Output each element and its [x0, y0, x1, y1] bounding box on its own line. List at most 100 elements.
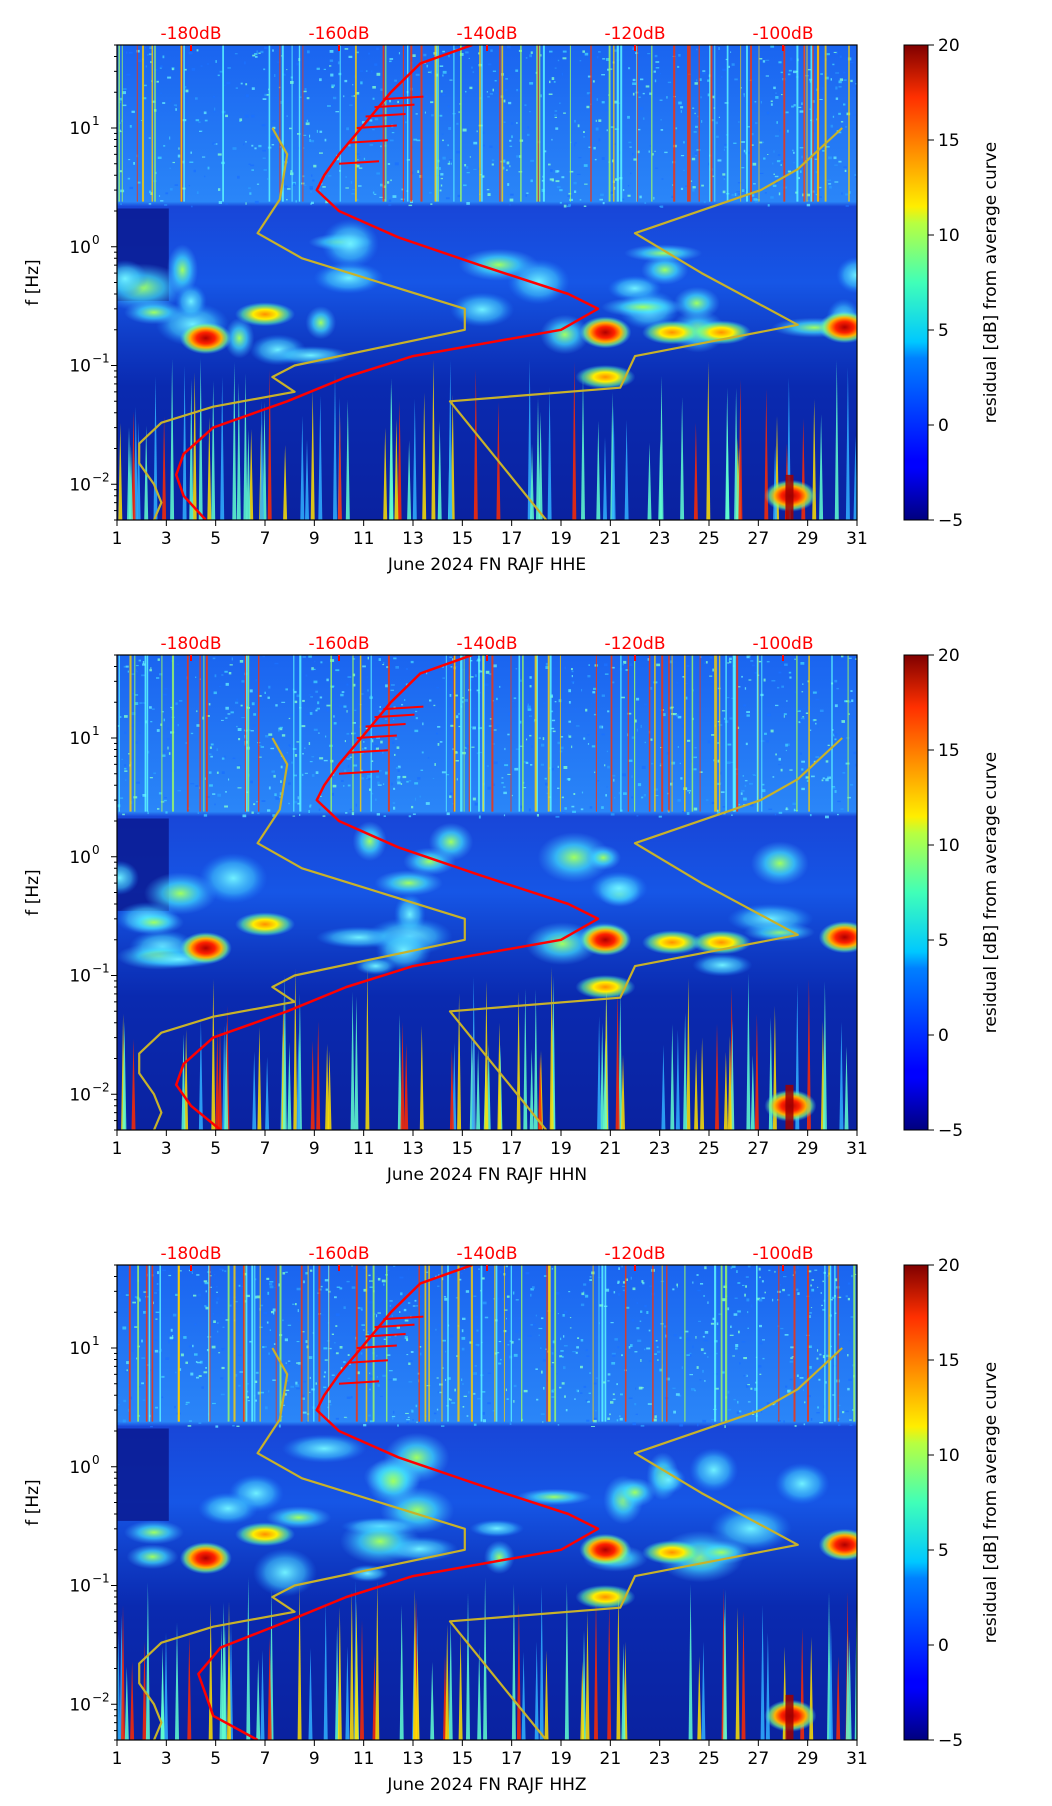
db-tick-label: -120dB [604, 1244, 665, 1264]
colorbar-tick-label: 5 [938, 1541, 949, 1561]
x-tick-label: 17 [501, 529, 523, 549]
model-high-curve [448, 737, 843, 1130]
x-tick-label: 15 [452, 1139, 474, 1159]
colorbar-gradient [903, 44, 929, 521]
y-tick-label: 10 [69, 1458, 91, 1478]
x-tick-label: 3 [161, 1139, 172, 1159]
x-tick-label: 9 [309, 1749, 320, 1769]
x-tick-label: 21 [600, 529, 622, 549]
x-axis-label: June 2024 FN RAJF HHN [386, 1165, 587, 1185]
y-axis-label: f [Hz] [23, 259, 43, 305]
x-tick-label: 25 [698, 1139, 720, 1159]
x-tick-label: 23 [649, 1139, 671, 1159]
y-tick-exponent: 0 [92, 1453, 100, 1467]
microseism-band [117, 218, 857, 366]
y-tick-exponent: 1 [92, 724, 100, 738]
y-axis-label: f [Hz] [23, 869, 43, 915]
y-tick-exponent: −1 [92, 962, 110, 976]
y-tick-exponent: 1 [92, 114, 100, 128]
y-tick-label: 10 [69, 967, 91, 987]
colorbar-tick-label: −5 [938, 1121, 963, 1141]
colorbar-tick-label: −5 [938, 1731, 963, 1751]
x-tick-label: 27 [748, 529, 770, 549]
psd-curve [174, 45, 600, 520]
y-tick-exponent: −2 [92, 1080, 110, 1094]
top-db-axis: -180dB -160dB -140dB -120dB -100dB [160, 1244, 814, 1271]
spectral-feature [818, 311, 857, 344]
db-tick-label: -140dB [456, 634, 517, 654]
y-tick-exponent: −2 [92, 470, 110, 484]
y-tick-exponent: 0 [92, 233, 100, 247]
x-tick-label: 17 [501, 1749, 523, 1769]
spectral-feature [124, 1520, 184, 1545]
colorbar: 20 15 10 5 0 −5 residual [dB] from average cur… [903, 1256, 1001, 1751]
colorbar: 20 15 10 5 0 −5 residual [dB] from average cur… [903, 646, 1001, 1141]
colorbar-tick-label: −5 [938, 511, 963, 531]
x-tick-label: 11 [353, 1749, 375, 1769]
heatmap-background [117, 45, 857, 520]
x-tick-label: 1 [112, 1749, 123, 1769]
x-tick-label: 3 [161, 529, 172, 549]
colorbar-tick-label: 15 [938, 131, 960, 151]
db-tick-label: -180dB [160, 24, 221, 44]
x-tick-label: 19 [550, 1139, 572, 1159]
colorbar-gradient [903, 1264, 929, 1741]
x-tick-label: 15 [452, 529, 474, 549]
plot-area [117, 45, 857, 520]
spectral-feature [642, 320, 702, 345]
x-tick-label: 27 [748, 1749, 770, 1769]
x-tick-label: 9 [309, 1139, 320, 1159]
x-tick-label: 29 [797, 1139, 819, 1159]
transient-streaks [118, 655, 849, 1130]
x-tick-label: 17 [501, 1139, 523, 1159]
low-frequency-band [785, 1694, 794, 1740]
db-tick-label: -160dB [308, 634, 369, 654]
colorbar-tick-label: 10 [938, 1446, 960, 1466]
x-tick-label: 15 [452, 1749, 474, 1769]
x-axis-label: June 2024 FN RAJF HHZ [386, 1775, 586, 1795]
colorbar-tick-label: 0 [938, 1636, 949, 1656]
curves [138, 45, 843, 520]
y-tick-exponent: −1 [92, 352, 110, 366]
spectral-feature [579, 923, 632, 956]
quiet-region [117, 1428, 169, 1521]
x-tick-label: 29 [797, 529, 819, 549]
y-tick-exponent: 1 [92, 1334, 100, 1348]
y-tick-exponent: −2 [92, 1690, 110, 1704]
model-low-curve [138, 737, 466, 1130]
spectral-features [124, 910, 857, 1130]
spectral-feature [179, 1542, 232, 1575]
db-tick-label: -160dB [308, 1244, 369, 1264]
psd-spikes [338, 705, 424, 775]
y-tick-label: 10 [69, 1577, 91, 1597]
colorbar-tick-label: 10 [938, 836, 960, 856]
y-axis-label: f [Hz] [23, 1479, 43, 1525]
x-tick-label: 21 [600, 1749, 622, 1769]
y-tick-exponent: 0 [92, 843, 100, 857]
db-tick-label: -140dB [456, 24, 517, 44]
y-tick-label: 10 [69, 475, 91, 495]
db-tick-label: -100dB [752, 634, 813, 654]
x-tick-label: 25 [698, 1749, 720, 1769]
psd-curve [197, 1265, 600, 1740]
spectral-feature [818, 921, 857, 954]
y-tick-label: 10 [69, 238, 91, 258]
x-tick-label: 31 [846, 1139, 868, 1159]
noise-speckle [117, 655, 857, 819]
spectral-feature [579, 316, 632, 349]
model-high-curve [448, 127, 843, 520]
x-tick-label: 11 [353, 529, 375, 549]
spectral-feature [642, 1540, 702, 1565]
colorbar-tick-label: 5 [938, 931, 949, 951]
spectral-feature [235, 1522, 295, 1547]
db-tick-label: -100dB [752, 1244, 813, 1264]
x-tick-label: 23 [649, 529, 671, 549]
colorbar-tick-label: 15 [938, 741, 960, 761]
